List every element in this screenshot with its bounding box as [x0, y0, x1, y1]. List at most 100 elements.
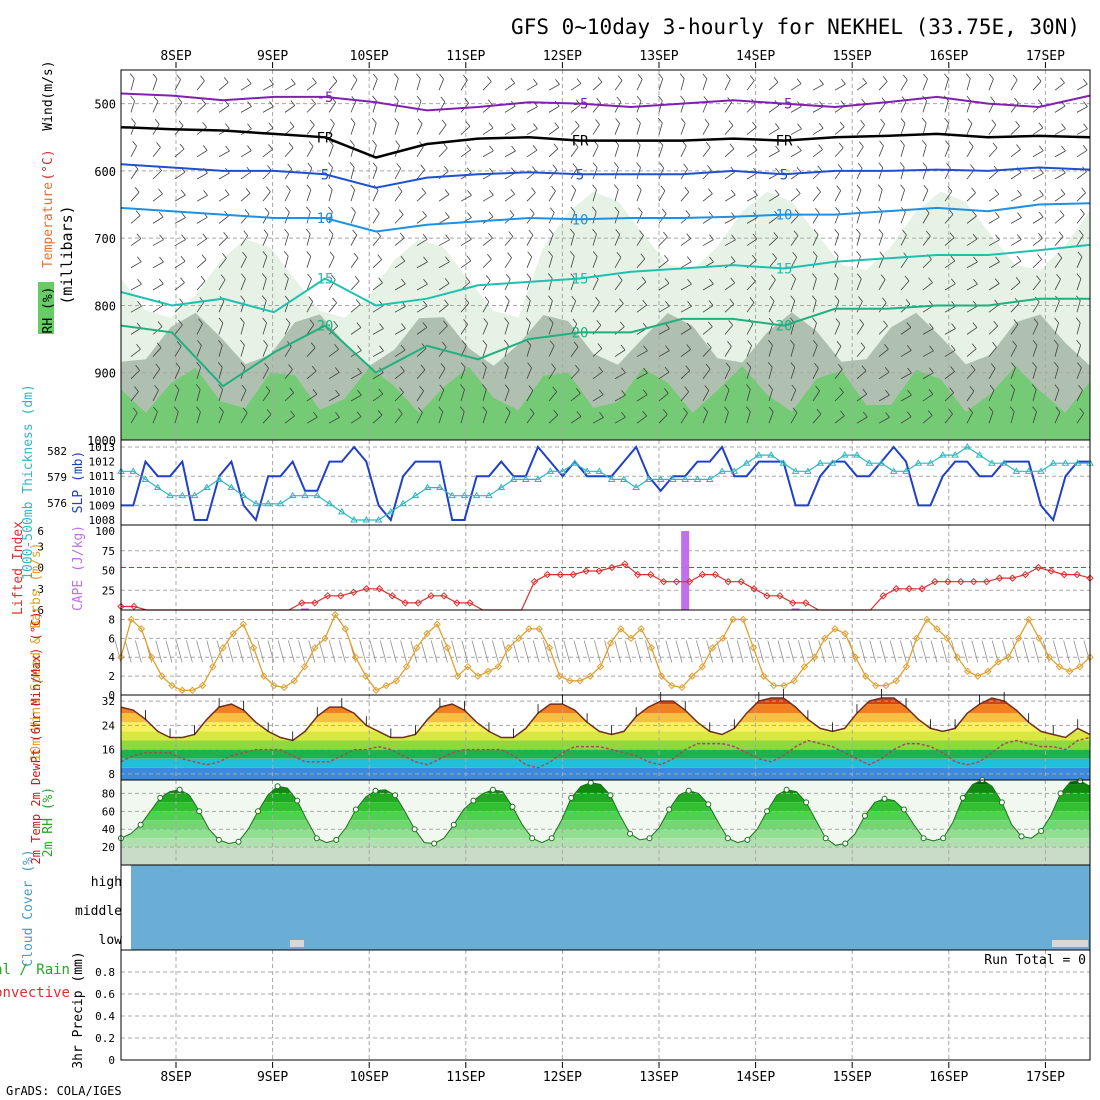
lifted-axis-label: Lifted Index: [11, 521, 26, 615]
wind-barb-flag: [439, 384, 445, 391]
wind-barb: [174, 346, 182, 357]
wind-barb: [460, 195, 472, 202]
wind-barb-flag: [950, 255, 956, 262]
wind-barb-flag: [1082, 145, 1088, 151]
wind-barb-flag: [1014, 97, 1019, 104]
wind-barb-flag: [528, 229, 534, 236]
wind-barb: [878, 234, 884, 246]
wind-barb-flag: [135, 210, 141, 216]
wind-barb-flag: [1036, 275, 1041, 281]
wind-barb-flag: [441, 119, 447, 126]
wind-barb-flag: [617, 75, 623, 81]
wind-barb-flag: [728, 319, 734, 326]
wind-barb: [768, 411, 774, 424]
wind-barb-flag: [859, 319, 865, 325]
wind-barb-flag: [466, 144, 472, 150]
wind-barb-flag: [399, 387, 404, 393]
wind-barb-flag: [684, 386, 690, 393]
wind-barb-flag: [595, 119, 600, 125]
wind-barb-flag: [377, 409, 383, 416]
wind-barb: [834, 300, 840, 313]
wind-barb-flag: [552, 386, 558, 393]
thickness-point: [386, 507, 395, 515]
wind-barb-flag: [1083, 123, 1088, 129]
wind-barb: [790, 214, 800, 224]
wind-barb-flag: [240, 339, 245, 346]
wind-barb: [878, 302, 887, 313]
isotherm-label: 5: [576, 167, 584, 183]
wind-barb-flag: [396, 163, 402, 169]
wind10m-point: [290, 677, 299, 685]
wind10m-point: [270, 681, 278, 690]
wind-barb-flag: [393, 95, 399, 102]
date-tick-label: 17SEP: [1026, 49, 1065, 64]
wind-barb: [130, 123, 136, 135]
wind-barb: [196, 172, 208, 180]
wind-barb: [504, 367, 509, 379]
wind-barb: [130, 391, 139, 402]
wind-barb-flag: [885, 412, 890, 418]
wind-barb-flag: [525, 295, 531, 301]
wind-barb-flag: [636, 117, 641, 124]
thickness-point: [350, 516, 358, 523]
surface-wind-barb: [502, 640, 509, 663]
wind-barb-flag: [995, 256, 1000, 263]
wind-barb: [724, 194, 736, 202]
thickness-point: [485, 491, 493, 499]
wind-barb-flag: [816, 408, 822, 415]
wind10m-point: [127, 615, 135, 624]
thickness-point: [644, 475, 653, 482]
wind-barb: [614, 234, 621, 246]
wind-barb: [350, 304, 361, 313]
wind-barb: [416, 412, 423, 424]
rh2m-point: [450, 821, 457, 828]
wind-barb: [746, 172, 758, 180]
wind-barb-flag: [529, 208, 535, 215]
wind-barb: [1054, 236, 1064, 246]
wind-barb-flag: [643, 345, 648, 352]
wind-barb-flag: [268, 122, 274, 129]
wind-barb-flag: [902, 229, 907, 236]
rh2m-point: [509, 803, 516, 810]
wind-barb: [240, 106, 252, 113]
thickness-point: [411, 491, 420, 499]
surface-wind-barb: [186, 640, 193, 663]
lifted-point: [750, 585, 758, 593]
wind-barb: [372, 259, 382, 269]
wind-barb: [482, 389, 487, 402]
rh-band: [121, 793, 1090, 803]
wind-barb-flag: [290, 410, 295, 417]
wind-barb: [394, 370, 405, 380]
wind-barb: [812, 127, 824, 135]
thickness-point: [889, 467, 898, 474]
wind-barb: [1010, 389, 1015, 402]
thickness-point: [804, 467, 812, 474]
surface-wind-barb: [675, 640, 683, 663]
wind-barb-flag: [968, 407, 973, 413]
wind-barb: [1076, 256, 1083, 268]
wind-barb-flag: [349, 162, 355, 168]
wind-barb-flag: [619, 298, 624, 304]
wind-barb-flag: [640, 253, 646, 259]
wind-barb: [548, 169, 558, 180]
wind-barb-flag: [922, 162, 928, 168]
wind-barb-flag: [1075, 317, 1081, 324]
wind10m-point: [994, 658, 1002, 666]
wind-barb: [526, 278, 532, 291]
wind-barb-flag: [745, 384, 751, 390]
wind-barb-flag: [884, 343, 889, 350]
surface-wind-barb: [216, 640, 224, 663]
wind-barb-flag: [857, 162, 863, 169]
wind-barb-flag: [972, 322, 978, 328]
wind10m-point: [209, 662, 217, 671]
rh-shade-green: [121, 366, 1090, 440]
wind-barb: [922, 259, 932, 269]
wind-barb: [130, 168, 139, 180]
wind-barb-flag: [840, 100, 846, 106]
wind10m-point: [504, 644, 513, 652]
wind-barb-flag: [247, 123, 252, 130]
wind-barb-flag: [971, 343, 977, 350]
wind10m-point: [239, 620, 248, 628]
